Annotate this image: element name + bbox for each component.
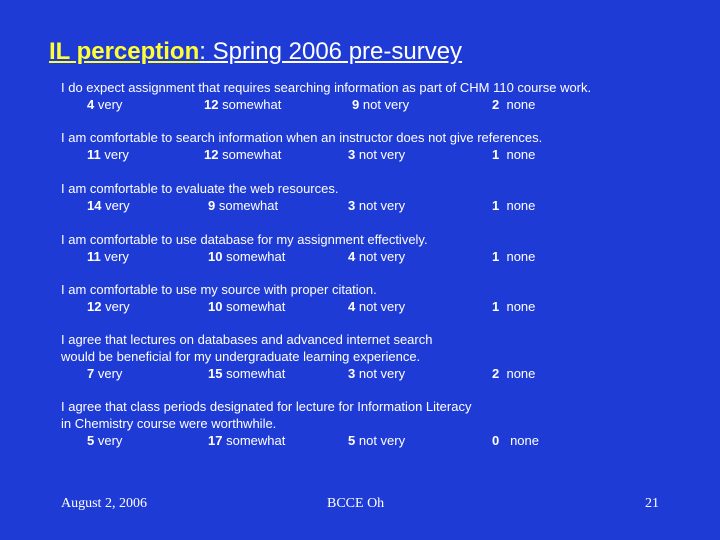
question-text: I am comfortable to search information w… <box>61 130 543 145</box>
answer-none: 1 none <box>492 198 536 213</box>
answer-very: 11 very <box>87 249 129 264</box>
question-text: would be beneficial for my undergraduate… <box>61 349 421 364</box>
survey-question: I am comfortable to use database for my … <box>61 231 701 265</box>
question-text: I am comfortable to evaluate the web res… <box>61 181 339 196</box>
survey-question: I am comfortable to evaluate the web res… <box>61 180 701 214</box>
answer-row: 7 very 15 somewhat 3 not very 2 none <box>61 365 701 382</box>
answer-not-very: 9 not very <box>352 97 410 112</box>
answer-none: 1 none <box>492 147 536 162</box>
answer-row: 11 very 10 somewhat 4 not very 1 none <box>61 248 701 265</box>
answer-none: 1 none <box>492 249 536 264</box>
page-number: 21 <box>645 496 659 511</box>
answer-row: 4 very 12 somewhat 9 not very 2 none <box>61 96 701 113</box>
answer-row: 5 very 17 somewhat 5 not very 0 none <box>61 432 701 449</box>
survey-question: I am comfortable to search information w… <box>61 129 701 163</box>
survey-question: I am comfortable to use my source with p… <box>61 281 701 315</box>
answer-not-very: 5 not very <box>348 433 406 448</box>
answer-not-very: 3 not very <box>348 198 406 213</box>
question-text: I am comfortable to use my source with p… <box>61 282 377 297</box>
footer-center: BCCE Oh <box>327 496 385 511</box>
question-text: I agree that lectures on databases and a… <box>61 332 433 347</box>
question-text: I do expect assignment that requires sea… <box>61 80 592 95</box>
question-text: I agree that class periods designated fo… <box>61 399 472 414</box>
answer-somewhat: 12 somewhat <box>204 97 282 112</box>
answer-not-very: 4 not very <box>348 249 406 264</box>
question-text: in Chemistry course were worthwhile. <box>61 416 277 431</box>
answer-somewhat: 15 somewhat <box>208 366 286 381</box>
answer-very: 5 very <box>87 433 123 448</box>
answer-very: 4 very <box>87 97 123 112</box>
answer-none: 0 none <box>492 433 539 448</box>
footer-date: August 2, 2006 <box>61 496 147 511</box>
answer-very: 7 very <box>87 366 123 381</box>
slide-title: IL perception: Spring 2006 pre-survey <box>49 38 462 66</box>
answer-not-very: 4 not very <box>348 299 406 314</box>
answer-somewhat: 12 somewhat <box>204 147 282 162</box>
slide-title-rest: : Spring 2006 pre-survey <box>199 38 463 65</box>
answer-somewhat: 10 somewhat <box>208 249 286 264</box>
survey-question: I agree that lectures on databases and a… <box>61 331 701 382</box>
slide-title-highlight: IL perception <box>49 38 200 65</box>
answer-none: 2 none <box>492 366 536 381</box>
survey-question: I agree that class periods designated fo… <box>61 398 701 449</box>
survey-question: I do expect assignment that requires sea… <box>61 79 701 113</box>
answer-not-very: 3 not very <box>348 147 406 162</box>
answer-not-very: 3 not very <box>348 366 406 381</box>
answer-row: 14 very 9 somewhat 3 not very 1 none <box>61 197 701 214</box>
answer-very: 12 very <box>87 299 130 314</box>
answer-somewhat: 10 somewhat <box>208 299 286 314</box>
answer-somewhat: 9 somewhat <box>208 198 279 213</box>
answer-row: 12 very 10 somewhat 4 not very 1 none <box>61 298 701 315</box>
answer-somewhat: 17 somewhat <box>208 433 286 448</box>
answer-very: 11 very <box>87 147 129 162</box>
question-text: I am comfortable to use database for my … <box>61 232 428 247</box>
answer-row: 11 very 12 somewhat 3 not very 1 none <box>61 146 701 163</box>
answer-none: 1 none <box>492 299 536 314</box>
answer-none: 2 none <box>492 97 536 112</box>
answer-very: 14 very <box>87 198 130 213</box>
